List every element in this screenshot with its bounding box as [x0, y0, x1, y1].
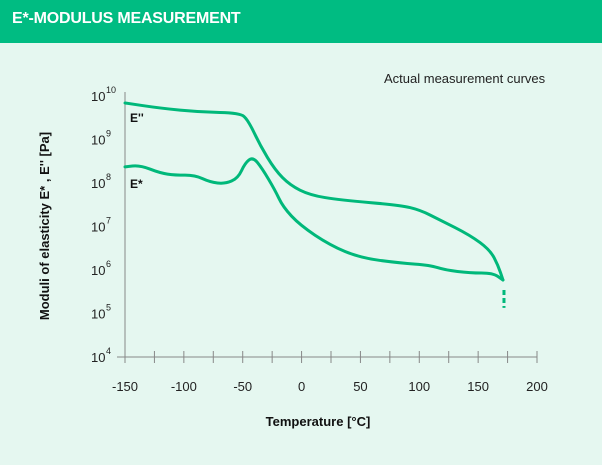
- header-bar: E*-MODULUS MEASUREMENT: [0, 0, 602, 43]
- y-tick-exponent: 8: [106, 172, 111, 182]
- series-label-e-star: E*: [130, 177, 143, 191]
- y-tick-label: 10: [91, 307, 105, 322]
- y-tick-exponent: 4: [106, 346, 111, 356]
- y-tick-exponent: 7: [106, 216, 111, 226]
- page-title: E*-MODULUS MEASUREMENT: [12, 10, 241, 27]
- x-axis-label: Temperature [°C]: [266, 414, 371, 429]
- x-tick-label: 150: [467, 379, 489, 394]
- y-tick-exponent: 10: [106, 85, 116, 95]
- series-line-e-double-prime: [123, 101, 505, 282]
- series-line-e-star: [123, 157, 505, 282]
- y-tick-exponent: 9: [106, 129, 111, 139]
- x-tick-label: 50: [353, 379, 367, 394]
- x-tick-label: -50: [233, 379, 252, 394]
- y-tick-exponent: 5: [106, 303, 111, 313]
- x-tick-label: -100: [171, 379, 197, 394]
- y-tick-label: 10: [91, 133, 105, 148]
- x-tick-label: 100: [408, 379, 430, 394]
- x-tick-label: -150: [112, 379, 138, 394]
- y-tick-label: 10: [91, 89, 105, 104]
- y-tick-label: 10: [91, 350, 105, 365]
- x-tick-label: 200: [526, 379, 548, 394]
- annotation-text: Actual measurement curves: [384, 71, 546, 86]
- y-tick-label: 10: [91, 220, 105, 235]
- y-tick-label: 10: [91, 176, 105, 191]
- y-axis-label: Moduli of elasticity E* , E'' [Pa]: [37, 132, 52, 320]
- y-tick-label: 10: [91, 263, 105, 278]
- y-tick-exponent: 6: [106, 259, 111, 269]
- series-label-e-double-prime: E'': [130, 111, 144, 125]
- x-tick-label: 0: [298, 379, 305, 394]
